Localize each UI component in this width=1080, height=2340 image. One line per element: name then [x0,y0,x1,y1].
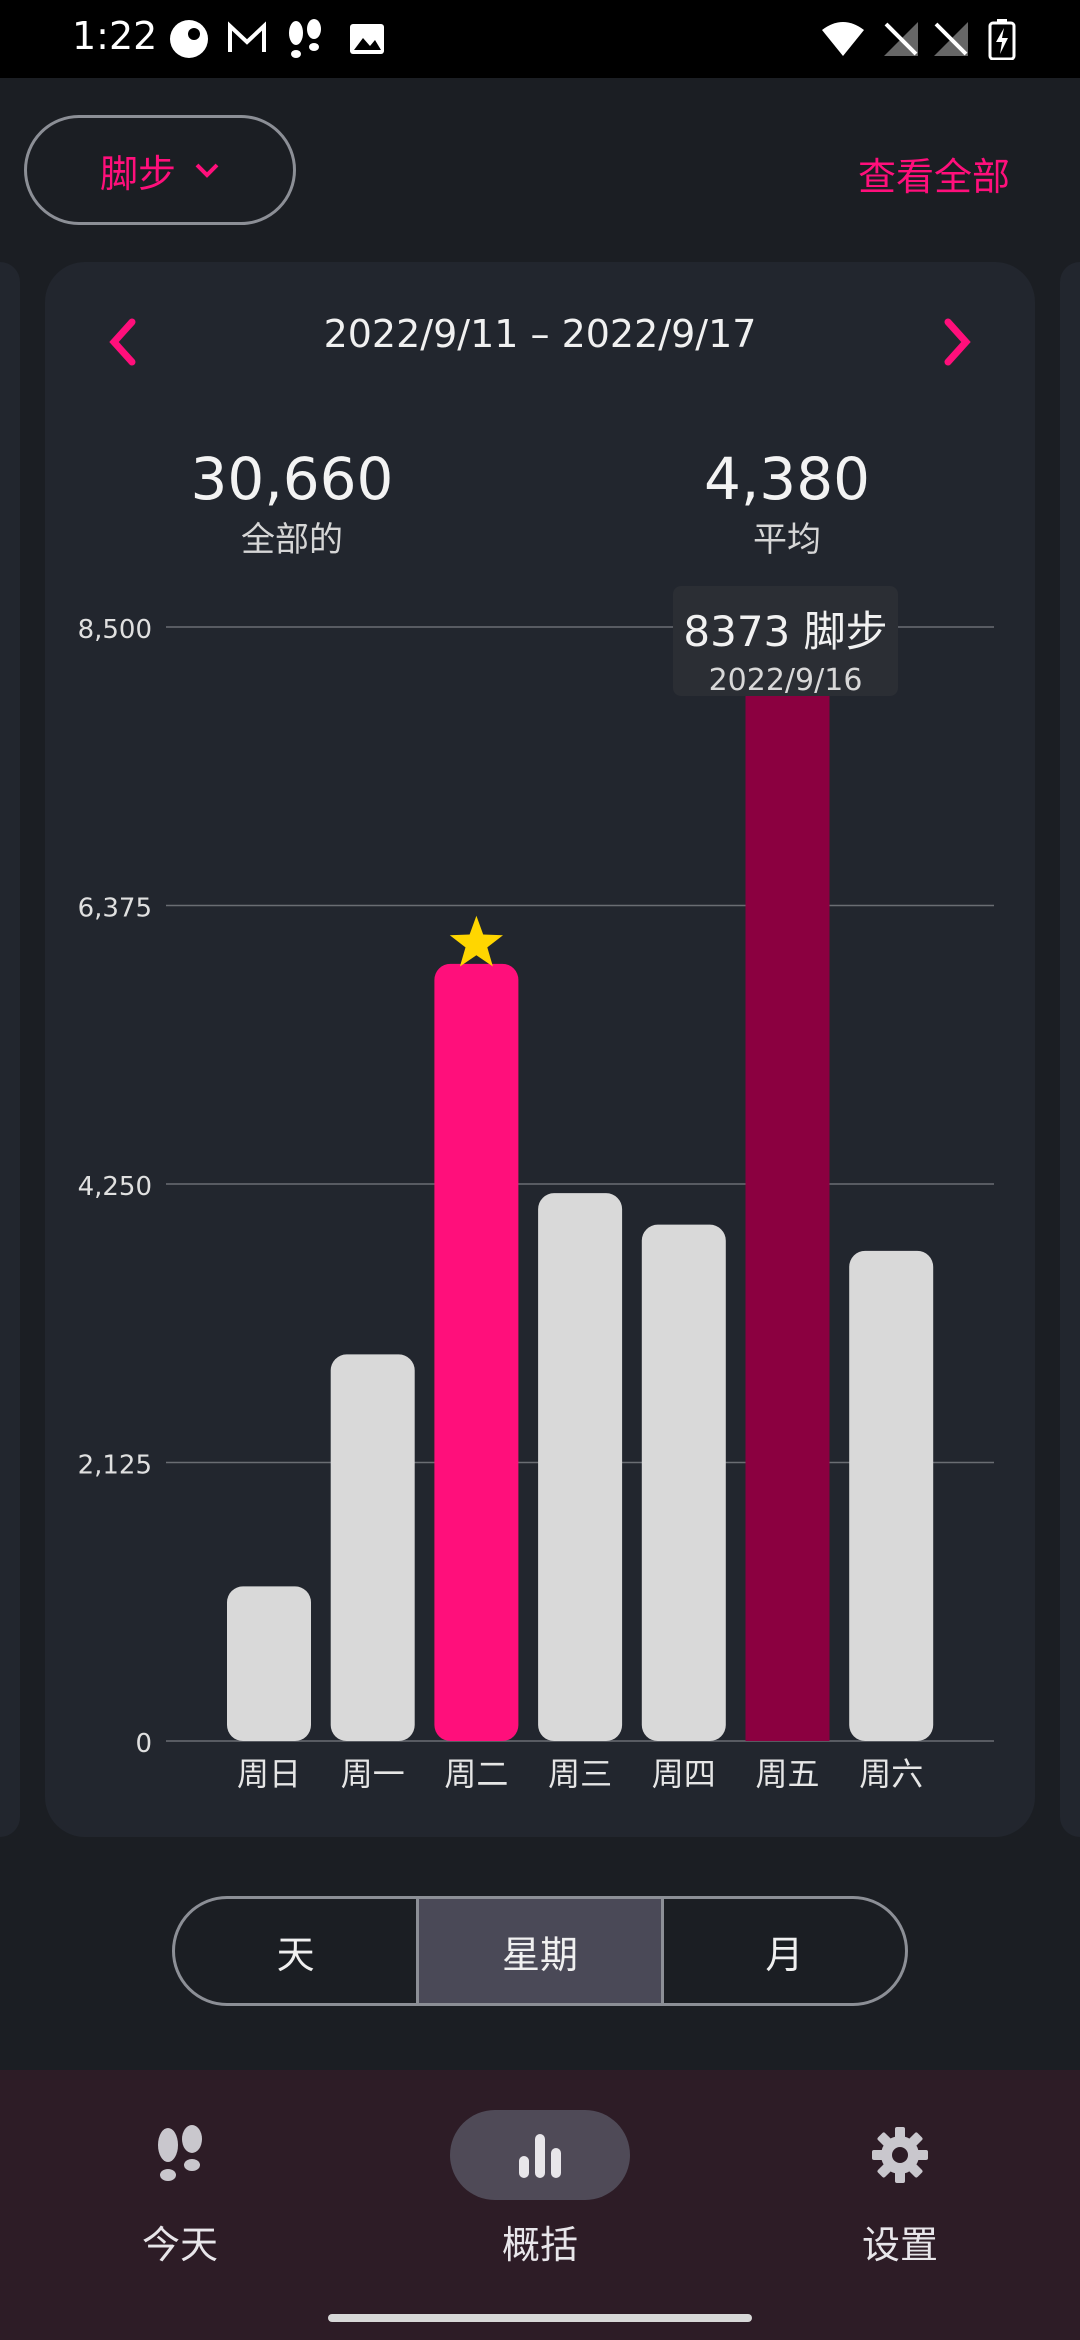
nav-settings-icon-wrap [810,2110,990,2200]
footsteps-icon [158,2125,202,2181]
previous-card-edge [0,262,20,1837]
home-indicator [328,2314,752,2322]
status-bar: 1:22 [0,0,1080,78]
footsteps-icon [289,19,321,58]
nav-settings-label: 设置 [861,2223,938,2267]
total-steps-value: 30,660 [190,445,394,513]
date-range: 2022/9/11 – 2022/9/17 [323,312,757,356]
nav-today-label: 今天 [141,2223,218,2267]
nav-overview[interactable]: 概括 [420,2110,660,2269]
previous-week-button[interactable] [100,312,146,372]
average-steps-label: 平均 [753,520,821,560]
status-time: 1:22 [72,14,158,58]
nav-today[interactable]: 今天 [60,2110,300,2269]
bar-tooltip: 8373 脚步 2022/9/16 [673,586,898,698]
bar-chart-icon [519,2134,561,2178]
gmail-icon [228,21,266,52]
total-steps-label: 全部的 [241,520,343,560]
chevron-down-icon [195,163,219,178]
period-selector: 天 星期 月 [172,1896,908,2006]
average-steps-value: 4,380 [703,445,871,513]
view-all-link[interactable]: 查看全部 [857,155,1010,199]
battery-charging-icon [988,19,1016,60]
no-signal-icon [884,22,918,56]
tooltip-date: 2022/9/16 [708,663,863,698]
tab-day[interactable]: 天 [276,1932,315,1977]
tab-week[interactable]: 星期 [416,1899,661,2003]
metric-selector-label: 脚步 [99,151,176,196]
nav-overview-icon-wrap [450,2110,630,2200]
nav-today-icon-wrap [90,2110,270,2200]
circle-logo-icon [170,20,208,58]
gear-icon [872,2127,928,2183]
nav-settings[interactable]: 设置 [780,2110,1020,2269]
tooltip-value: 8373 脚步 [683,607,888,656]
nav-overview-label: 概括 [501,2223,578,2267]
no-signal-icon [934,22,968,56]
image-icon [350,24,384,54]
wifi-icon [822,22,864,56]
next-week-button[interactable] [934,312,980,372]
tab-month[interactable]: 月 [660,1899,905,2003]
metric-selector[interactable]: 脚步 [24,115,296,225]
next-card-edge [1060,262,1080,1837]
